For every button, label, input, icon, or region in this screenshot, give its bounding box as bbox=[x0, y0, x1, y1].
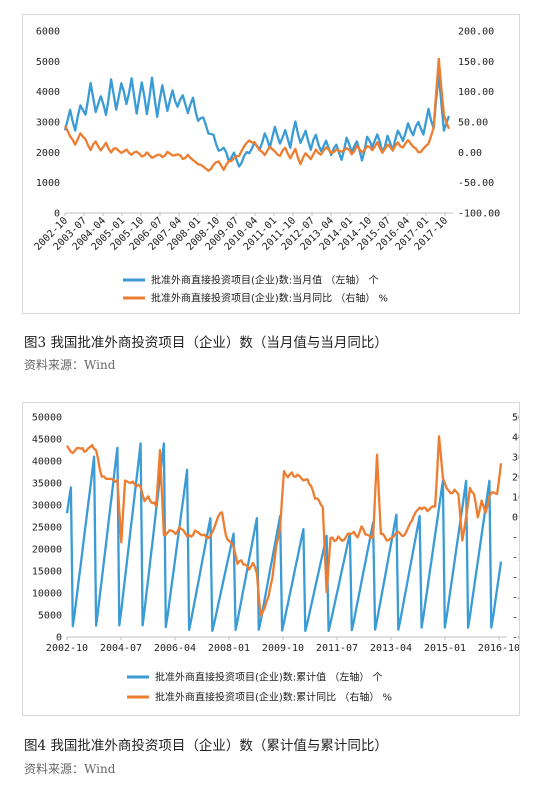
y-right-tick-label: -100.00 bbox=[458, 209, 500, 220]
y-left-tick-label: 2000 bbox=[36, 148, 60, 159]
x-tick-label: 2009-10 bbox=[262, 643, 304, 654]
y-left-tick-label: 45000 bbox=[32, 435, 62, 446]
legend-label: 批准外商直接投资项目(企业)数:累计同比 （右轴） % bbox=[155, 691, 392, 704]
y-left-tick-label: 15000 bbox=[32, 567, 62, 578]
y-right-tick-label: 10 bbox=[512, 493, 519, 504]
y-left-tick-label: 6000 bbox=[36, 27, 60, 38]
y-right-tick-label: 200.00 bbox=[458, 27, 494, 38]
y-right-tick-label: 100.00 bbox=[458, 87, 494, 98]
y-right-tick-label: -50 bbox=[512, 613, 519, 624]
figure-3-source: 资料来源：Wind bbox=[24, 358, 116, 372]
series-line-cumulative-yoy bbox=[66, 435, 503, 617]
y-right-tick-label: 20 bbox=[512, 473, 519, 484]
x-tick-label: 2015-01 bbox=[424, 643, 466, 654]
y-left-tick-label: 0 bbox=[54, 209, 60, 220]
figure-4-source: 资料来源：Wind bbox=[24, 762, 116, 776]
y-left-tick-label: 40000 bbox=[32, 457, 62, 468]
y-right-tick-label: 50 bbox=[512, 413, 519, 424]
y-left-tick-label: 0 bbox=[56, 633, 62, 644]
legend-label: 批准外商直接投资项目(企业)数:累计值 （左轴） 个 bbox=[155, 671, 383, 684]
y-right-tick-label: -30 bbox=[512, 573, 519, 584]
x-tick-label: 2011-07 bbox=[316, 643, 358, 654]
y-right-tick-label: -20 bbox=[512, 553, 519, 564]
chart-panel-1: 6000 5000 4000 3000 2000 1000 0 200.00 150.00 100… bbox=[22, 14, 520, 314]
x-tick-label: 2006-04 bbox=[154, 643, 196, 654]
y-right-tick-label: -60 bbox=[512, 633, 519, 644]
x-tick-label: 2016-10 bbox=[478, 643, 519, 654]
y-right-tick-label: 0.00 bbox=[458, 148, 482, 159]
y-right-tick-label: -40 bbox=[512, 593, 519, 604]
y-left-tick-label: 5000 bbox=[38, 611, 62, 622]
chart-2: 5000045000400003500030000250002000015000… bbox=[32, 413, 519, 704]
y-left-tick-label: 4000 bbox=[36, 87, 60, 98]
y-left-tick-label: 50000 bbox=[32, 413, 62, 424]
y-left-tick-label: 30000 bbox=[32, 501, 62, 512]
series-line-monthly-yoy bbox=[63, 57, 451, 172]
x-tick-label: 2002-10 bbox=[46, 643, 88, 654]
x-tick-label: 2013-04 bbox=[370, 643, 412, 654]
y-left-tick-label: 35000 bbox=[32, 479, 62, 490]
y-left-tick-label: 3000 bbox=[36, 118, 60, 129]
x-tick-label: 2008-01 bbox=[208, 643, 250, 654]
x-tick-label: 2004-07 bbox=[100, 643, 142, 654]
y-right-tick-label: -50.00 bbox=[458, 178, 494, 189]
y-left-tick-label: 25000 bbox=[32, 523, 62, 534]
legend-label: 批准外商直接投资项目(企业)数:当月值 （左轴） 个 bbox=[151, 274, 379, 287]
figure-4-caption: 图4 我国批准外商投资项目（企业）数（累计值与累计同比） bbox=[24, 738, 388, 754]
y-left-tick-label: 1000 bbox=[36, 178, 60, 189]
chart-1: 6000 5000 4000 3000 2000 1000 0 200.00 150.00 100… bbox=[33, 27, 501, 305]
y-right-tick-label: -10 bbox=[512, 533, 519, 544]
series-line-cumulative-value bbox=[65, 442, 503, 633]
y-right-tick-label: 30 bbox=[512, 453, 519, 464]
y-left-tick-label: 5000 bbox=[36, 57, 60, 68]
y-left-tick-label: 10000 bbox=[32, 589, 62, 600]
chart-panel-2: 50000 45000 40000 35000 30000 25000 20000 15000… bbox=[22, 402, 520, 716]
y-right-tick-label: 40 bbox=[512, 433, 519, 444]
figure-3-caption: 图3 我国批准外商投资项目（企业）数（当月值与当月同比） bbox=[24, 335, 388, 351]
legend-label: 批准外商直接投资项目(企业)数:当月同比 （右轴） % bbox=[151, 292, 388, 305]
y-left-tick-label: 20000 bbox=[32, 545, 62, 556]
y-right-tick-label: 50.00 bbox=[458, 118, 488, 129]
y-right-tick-label: 150.00 bbox=[458, 57, 494, 68]
y-right-tick-label: 0 bbox=[512, 513, 518, 524]
